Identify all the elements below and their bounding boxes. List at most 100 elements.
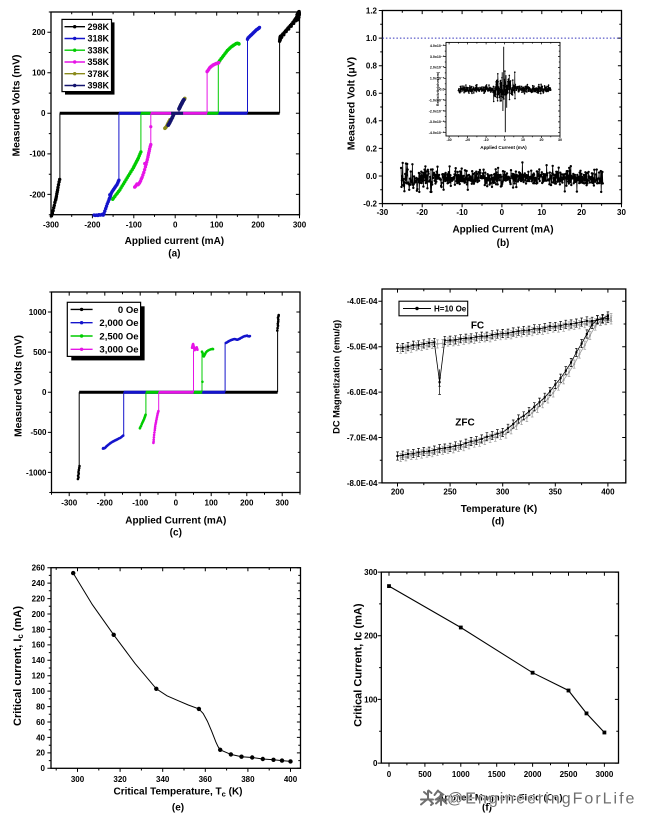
svg-text:20: 20 (540, 138, 544, 142)
svg-text:500: 500 (418, 770, 432, 779)
svg-text:340: 340 (156, 775, 170, 784)
svg-text:10: 10 (521, 138, 525, 142)
svg-text:250: 250 (443, 487, 457, 496)
svg-text:318K: 318K (88, 34, 110, 44)
svg-text:20: 20 (36, 749, 45, 758)
svg-text:60: 60 (36, 718, 45, 727)
svg-text:Applied Current (mA): Applied Current (mA) (480, 145, 527, 150)
svg-text:0: 0 (41, 109, 46, 118)
svg-text:-1.0x10⁻⁸: -1.0x10⁻⁸ (429, 98, 445, 102)
svg-text:300: 300 (496, 487, 510, 496)
svg-text:0: 0 (174, 498, 179, 507)
svg-text:100: 100 (205, 498, 219, 507)
svg-text:Temperature (K): Temperature (K) (461, 504, 538, 515)
svg-text:200: 200 (240, 498, 254, 507)
svg-text:200: 200 (32, 28, 46, 37)
svg-text:-8.0E-04: -8.0E-04 (347, 479, 378, 488)
svg-text:0.8: 0.8 (366, 62, 378, 71)
svg-text:Critical Temperature, Tc (K): Critical Temperature, Tc (K) (113, 787, 242, 799)
svg-text:300: 300 (276, 498, 290, 507)
svg-text:0: 0 (504, 138, 506, 142)
svg-text:298K: 298K (88, 22, 110, 32)
svg-text:100: 100 (210, 220, 224, 229)
svg-text:3,000 Oe: 3,000 Oe (99, 345, 138, 356)
svg-text:378K: 378K (88, 69, 110, 79)
svg-text:338K: 338K (88, 45, 110, 55)
svg-text:-200: -200 (29, 190, 46, 199)
svg-text:-4.0E-04: -4.0E-04 (347, 297, 378, 306)
svg-text:200: 200 (391, 487, 405, 496)
svg-text:30: 30 (558, 138, 562, 142)
svg-text:400: 400 (601, 487, 615, 496)
svg-text:Measured Volt (μV): Measured Volt (μV) (346, 57, 357, 150)
svg-text:(b): (b) (497, 238, 510, 249)
svg-text:1.2: 1.2 (366, 6, 378, 15)
svg-text:(f): (f) (482, 803, 492, 814)
svg-text:3000: 3000 (596, 770, 614, 779)
svg-text:Applied Current (mA): Applied Current (mA) (452, 224, 553, 235)
svg-text:0: 0 (500, 208, 505, 217)
svg-text:H=10 Oe: H=10 Oe (434, 304, 467, 313)
svg-text:-1000: -1000 (26, 468, 47, 477)
svg-text:-7.0E-04: -7.0E-04 (347, 433, 378, 442)
svg-text:2000: 2000 (524, 770, 542, 779)
svg-text:(e): (e) (172, 802, 184, 813)
svg-text:1000: 1000 (452, 770, 470, 779)
svg-text:2.0x10⁻⁸: 2.0x10⁻⁸ (430, 66, 445, 70)
svg-text:(c): (c) (170, 528, 182, 539)
svg-text:0 Oe: 0 Oe (118, 305, 139, 316)
svg-text:160: 160 (32, 641, 46, 650)
svg-text:500: 500 (33, 348, 47, 357)
svg-text:ZFC: ZFC (455, 418, 474, 429)
svg-text:-500: -500 (30, 428, 47, 437)
svg-text:1000: 1000 (29, 308, 47, 317)
svg-text:1500: 1500 (488, 770, 506, 779)
svg-text:-200: -200 (97, 498, 114, 507)
svg-text:0: 0 (41, 764, 46, 773)
svg-text:0.0: 0.0 (440, 88, 445, 92)
svg-text:0.6: 0.6 (366, 89, 378, 98)
svg-text:3.0x10⁻⁸: 3.0x10⁻⁸ (430, 55, 445, 59)
svg-text:10: 10 (537, 208, 546, 217)
svg-text:0.2: 0.2 (366, 144, 378, 153)
svg-text:20: 20 (577, 208, 586, 217)
svg-text:@EngineeringForLife: @EngineeringForLife (447, 791, 636, 808)
svg-text:-300: -300 (61, 498, 78, 507)
svg-text:-3.0x10⁻⁸: -3.0x10⁻⁸ (429, 120, 445, 124)
svg-text:398K: 398K (88, 81, 110, 91)
svg-text:(d): (d) (492, 517, 505, 528)
svg-text:-100: -100 (132, 498, 149, 507)
svg-text:DC Magnetization (emu/g): DC Magnetization (emu/g) (332, 320, 342, 434)
svg-text:360: 360 (199, 775, 213, 784)
svg-text:2,500 Oe: 2,500 Oe (99, 331, 138, 342)
svg-text:-200: -200 (84, 220, 101, 229)
svg-text:0.4: 0.4 (366, 117, 378, 126)
svg-text:-5.0E-04: -5.0E-04 (347, 343, 378, 352)
svg-text:Applied current (mA): Applied current (mA) (125, 236, 224, 247)
svg-text:120: 120 (32, 672, 46, 681)
svg-text:-20: -20 (416, 208, 428, 217)
svg-text:1.0: 1.0 (366, 34, 378, 43)
svg-text:100: 100 (364, 695, 378, 704)
svg-text:-4.0x10⁻⁸: -4.0x10⁻⁸ (429, 131, 445, 135)
svg-text:0.0: 0.0 (366, 172, 378, 181)
svg-text:358K: 358K (88, 57, 110, 67)
svg-text:300: 300 (364, 568, 378, 577)
svg-text:200: 200 (364, 632, 378, 641)
svg-text:380: 380 (241, 775, 255, 784)
svg-text:80: 80 (36, 702, 45, 711)
svg-text:320: 320 (113, 775, 127, 784)
svg-text:Critical Current, Ic (mA): Critical Current, Ic (mA) (353, 603, 365, 727)
svg-text:220: 220 (32, 594, 46, 603)
svg-text:0: 0 (42, 388, 47, 397)
svg-text:Applied Current (mA): Applied Current (mA) (125, 516, 226, 527)
svg-text:0: 0 (373, 759, 378, 768)
svg-text:2,000 Oe: 2,000 Oe (99, 318, 138, 329)
svg-text:-100: -100 (126, 220, 143, 229)
svg-text:-10: -10 (483, 138, 488, 142)
svg-text:-30: -30 (377, 208, 389, 217)
svg-text:260: 260 (32, 564, 46, 573)
svg-text:FC: FC (471, 321, 484, 332)
svg-text:200: 200 (251, 220, 265, 229)
svg-text:180: 180 (32, 625, 46, 634)
